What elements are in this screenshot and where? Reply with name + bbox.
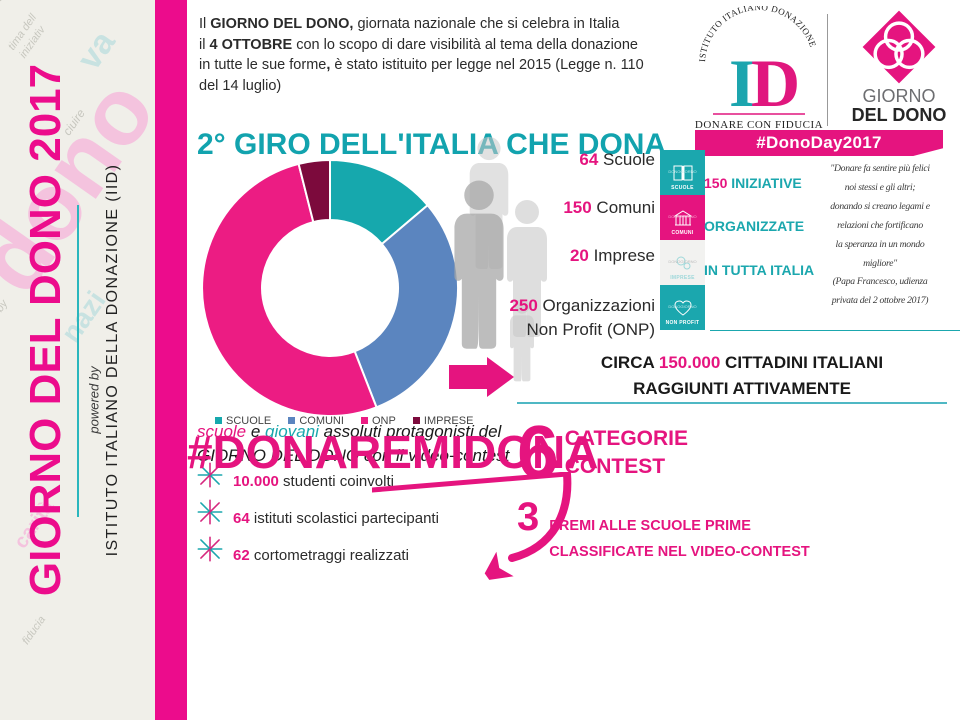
svg-text:DONARE CON FIDUCIA: DONARE CON FIDUCIA [695, 119, 823, 131]
svg-text:D: D [751, 45, 800, 121]
